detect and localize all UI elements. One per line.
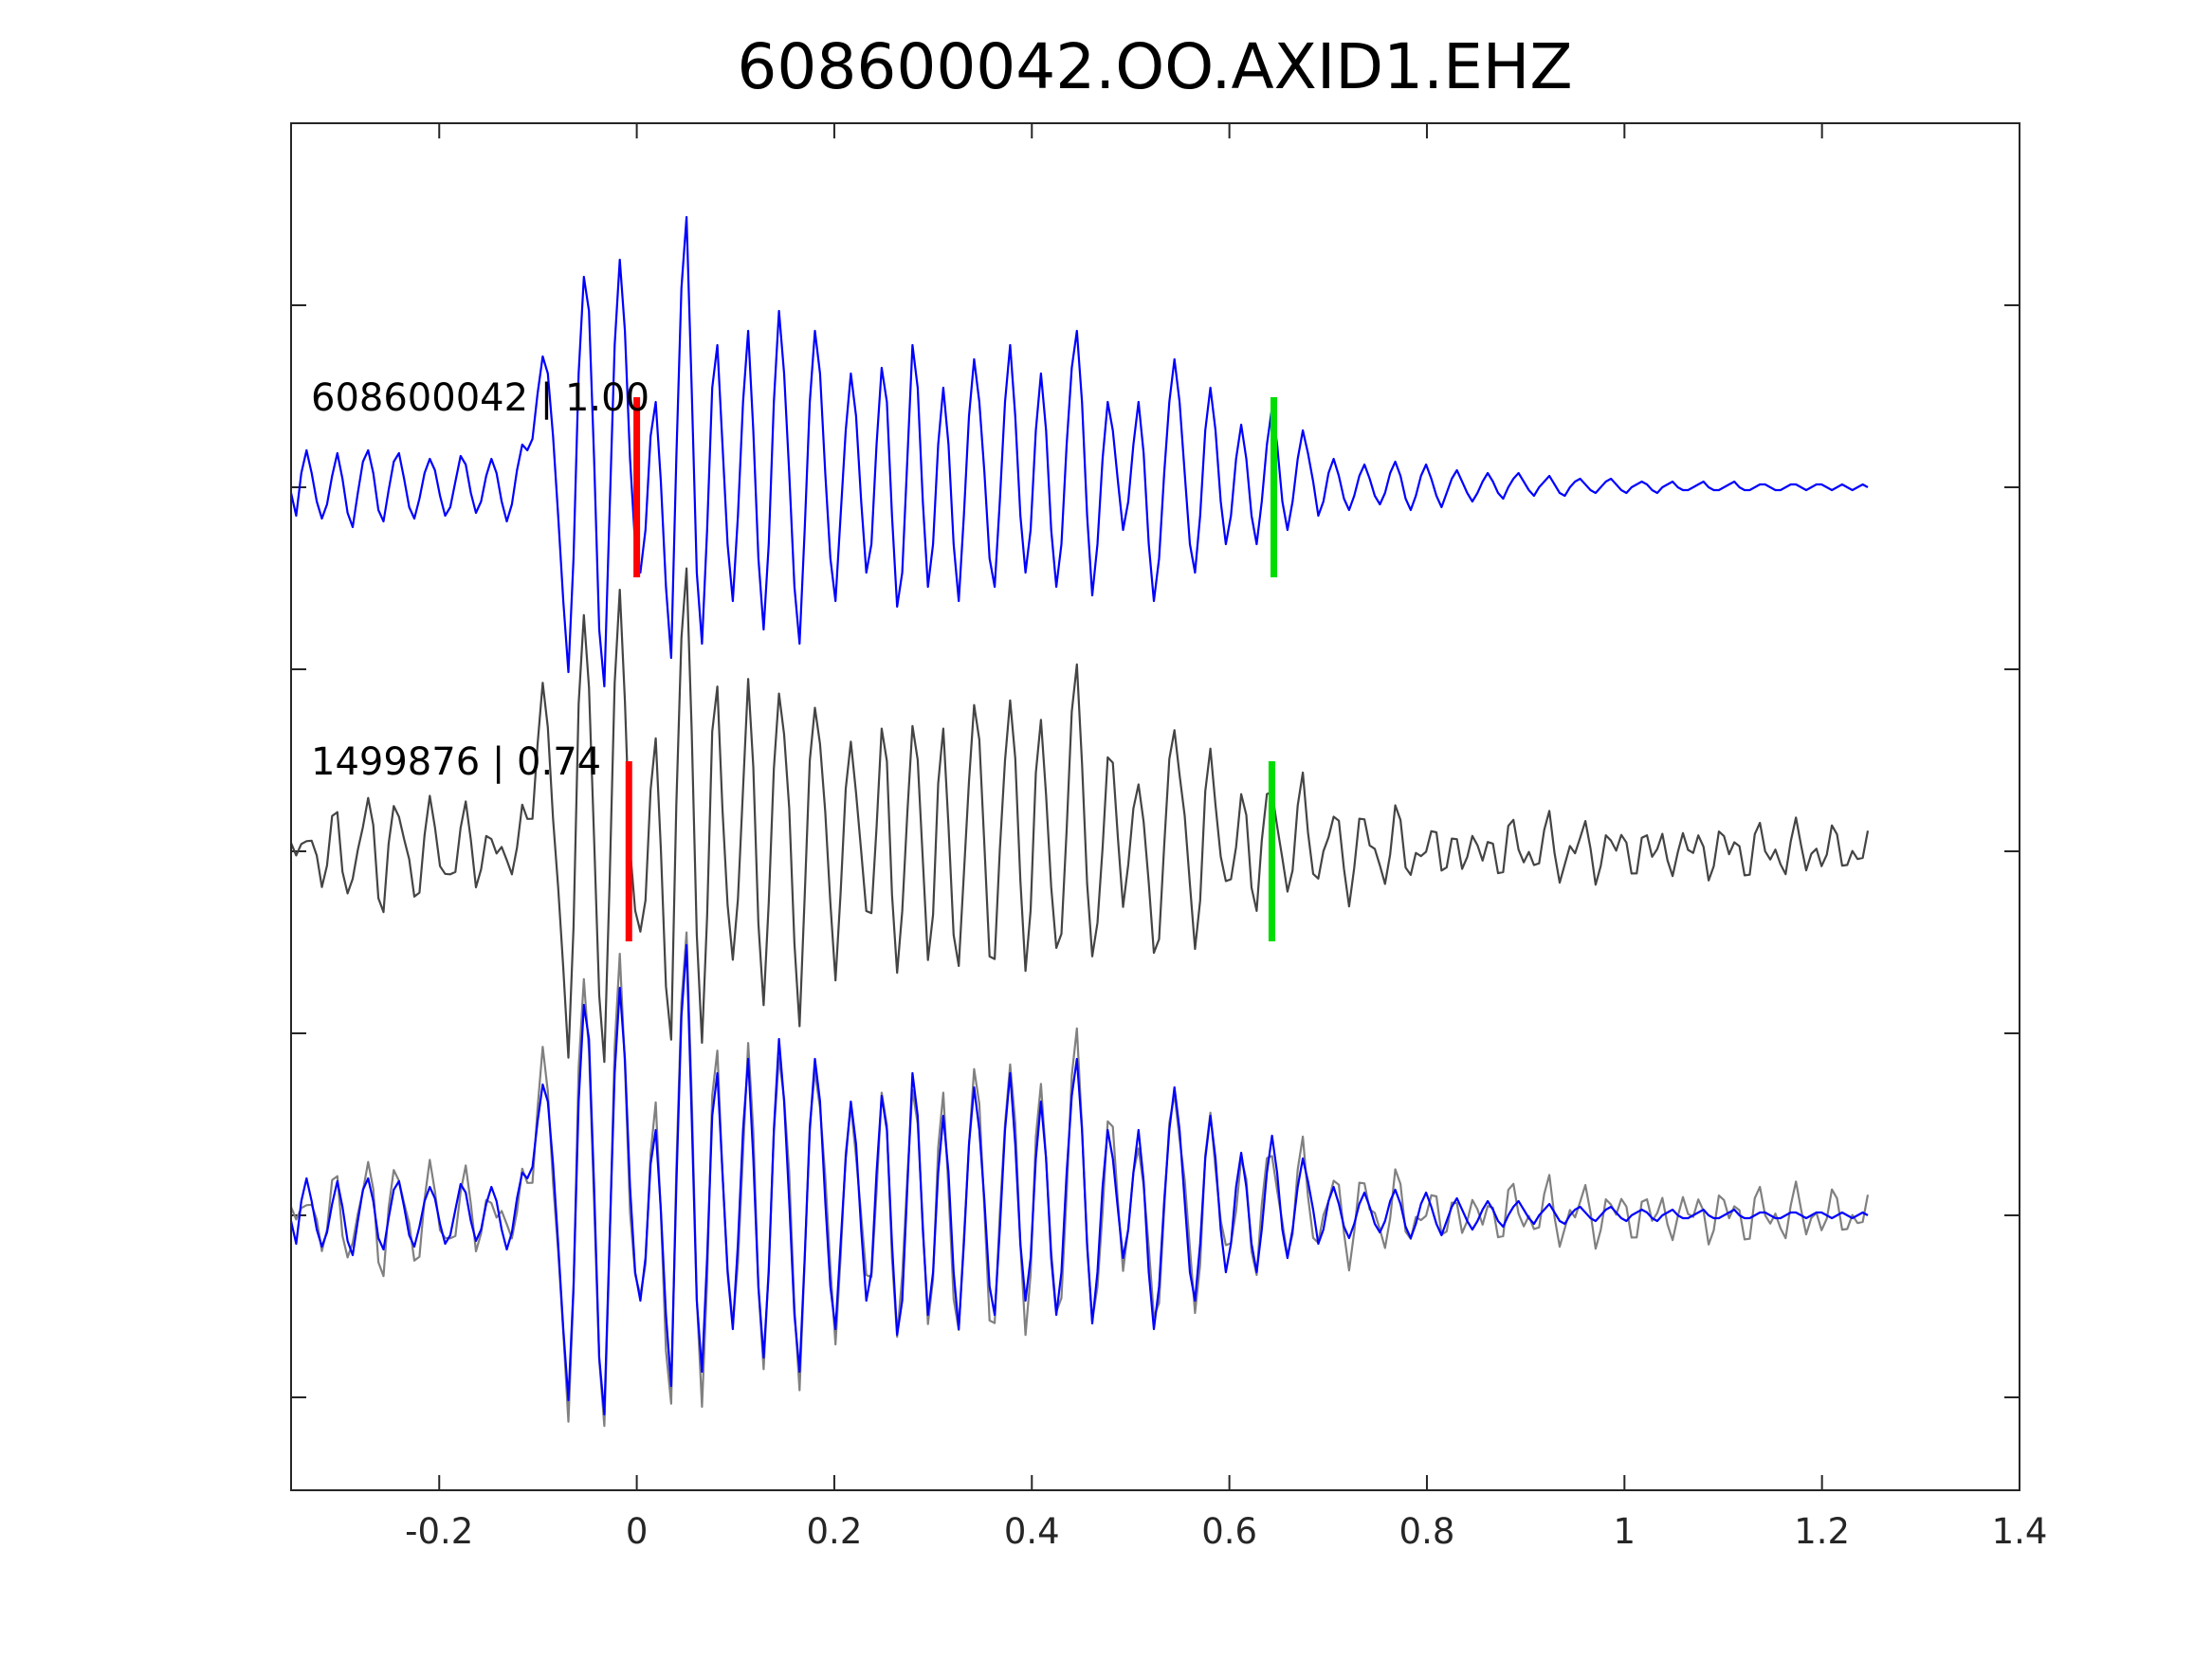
x-axis-ticks: -0.2 0 0.2 0.4 0.6 0.8 1 1.2 1.4 (405, 123, 2047, 1552)
panel-labels: 608600042 | 1.00 1499876 | 0.74 (311, 376, 649, 784)
detection-trace (289, 567, 1870, 1064)
axes-box (290, 122, 2020, 1491)
x-tick-label: 1.4 (1992, 1511, 2048, 1552)
x-tick-label: 0.8 (1399, 1511, 1455, 1552)
x-tick-label: 0 (626, 1511, 649, 1552)
x-tick-label: 1 (1614, 1511, 1636, 1552)
picks (625, 397, 1278, 941)
x-tick-label: -0.2 (405, 1511, 473, 1552)
x-tick-label: 0.4 (1004, 1511, 1060, 1552)
template-label: 608600042 | 1.00 (311, 376, 649, 420)
detection-label: 1499876 | 0.74 (311, 740, 601, 784)
x-tick-label: 1.2 (1794, 1511, 1850, 1552)
overlay-detection-trace (289, 931, 1870, 1428)
traces (289, 215, 1870, 1428)
overlay-template-trace (289, 943, 1869, 1416)
chart-title: 608600042.OO.AXID1.EHZ (737, 30, 1572, 103)
x-tick-label: 0.6 (1201, 1511, 1257, 1552)
template-trace (289, 215, 1869, 688)
x-tick-label: 0.2 (807, 1511, 863, 1552)
